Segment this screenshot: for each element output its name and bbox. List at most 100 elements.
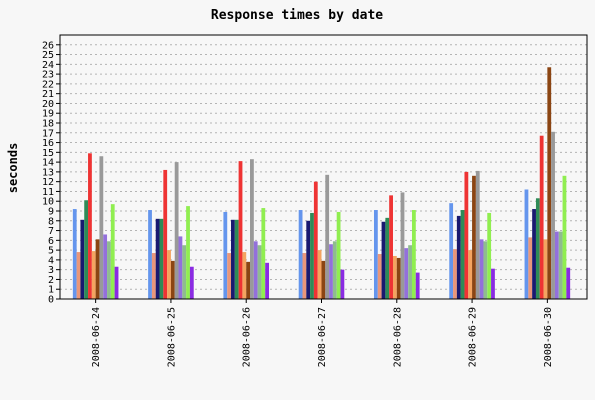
bar [404,248,409,299]
bar [76,252,81,299]
bar [159,218,164,299]
bar [148,210,152,299]
y-tick-label: 3 [48,265,54,276]
bar [189,266,194,299]
bar [415,272,420,299]
bar [72,209,77,299]
bar [562,175,567,299]
bar [385,217,390,299]
y-tick-label: 25 [42,50,54,61]
bar [246,261,251,299]
bar [479,239,484,299]
bar [400,192,405,299]
bar [313,181,318,299]
x-tick-label: 2008-06-25 [166,307,177,367]
bar [257,245,262,299]
bar [389,195,393,299]
bar [186,206,190,299]
bar [483,241,488,299]
bar [310,212,314,299]
bar [332,241,337,299]
bar [261,208,266,299]
bar [411,210,416,299]
bar [329,244,333,299]
bar [449,203,454,299]
y-tick-label: 20 [42,99,54,110]
bar [253,241,258,299]
bar [80,219,85,299]
y-tick-label: 9 [48,207,54,218]
y-tick-label: 26 [42,40,54,51]
bar [373,210,378,299]
y-tick-label: 11 [42,187,54,198]
bar [321,260,326,299]
y-tick-label: 21 [42,89,54,100]
bar [99,156,104,299]
bar [95,239,100,299]
bar [453,249,457,299]
bar [167,250,171,299]
bar [88,153,92,299]
bar [103,234,108,299]
bar [325,174,330,299]
y-tick-label: 4 [48,255,54,266]
bar [472,175,476,299]
bar [340,269,345,299]
gridlines [60,44,587,290]
bar [302,253,307,299]
x-tick-label: 2008-06-29 [468,307,479,367]
y-tick-label: 16 [42,138,54,149]
y-tick-labels: 0123456789101112131415161718192021222324… [42,40,60,306]
y-tick-label: 2 [48,275,54,286]
bar [554,231,559,299]
y-tick-label: 24 [42,60,54,71]
bar [110,204,115,299]
bar [265,262,270,299]
y-tick-label: 0 [48,295,54,306]
bar [182,245,187,299]
bar [178,236,183,299]
bar [547,67,552,300]
bar [408,245,412,299]
bar [456,215,461,299]
bar [114,266,119,299]
y-tick-label: 7 [48,226,54,237]
bar [381,221,386,299]
bar [223,211,228,299]
axes [59,34,588,300]
y-tick-label: 17 [42,128,54,139]
bar [238,161,243,299]
y-tick-label: 1 [48,285,54,296]
bar [535,198,540,299]
bar [298,210,303,299]
bar [487,212,492,299]
bar [91,251,96,299]
x-tick-label: 2008-06-27 [317,307,328,367]
plot-frame [59,34,588,300]
bar [336,211,341,299]
bar [566,267,571,299]
y-tick-label: 6 [48,236,54,247]
bar [227,253,232,299]
bar [528,237,533,299]
y-tick-label: 10 [42,197,54,208]
bar [170,260,175,299]
bar [532,209,536,299]
x-tick-label: 2008-06-28 [392,307,403,367]
bar [234,219,239,299]
bar [396,257,401,299]
x-tick-label: 2008-06-30 [543,307,554,367]
y-tick-label: 12 [42,177,54,188]
y-tick-label: 13 [42,167,54,178]
bar [539,135,544,299]
y-tick-label: 19 [42,109,54,120]
x-tick-label: 2008-06-24 [91,307,102,367]
bar [558,231,563,299]
bar [250,159,254,299]
bar [377,254,382,299]
bar [460,210,465,299]
bar [475,170,480,299]
bar [464,171,469,299]
x-tick-labels: 2008-06-24 2008-06-25 2008-06-26 2008-06-27… [91,299,554,367]
